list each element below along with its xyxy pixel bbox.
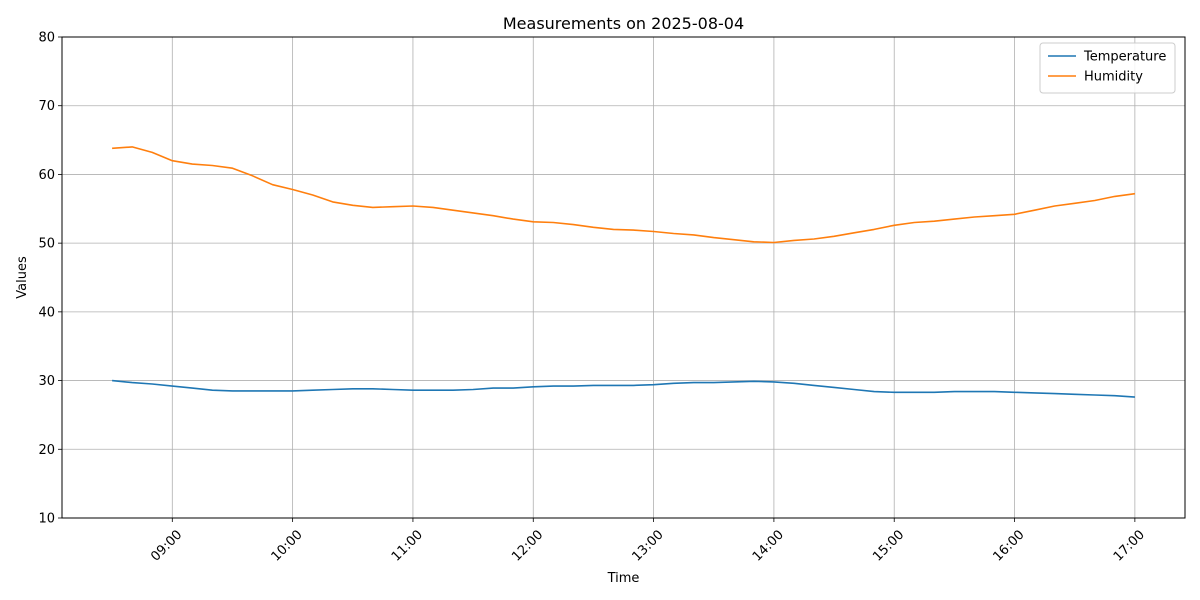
chart-title: Measurements on 2025-08-04 — [503, 14, 744, 33]
series-line-temperature — [112, 379, 1135, 398]
y-axis-ticks: 10 20 30 40 50 60 70 80 — [38, 31, 62, 527]
legend: Temperature Humidity — [1039, 42, 1176, 94]
y-tick-label: 20 — [38, 443, 55, 458]
plot-area-frame — [61, 36, 1186, 519]
y-tick-label: 60 — [38, 168, 55, 183]
legend-label: Temperature — [1083, 50, 1166, 65]
series-line-humidity — [112, 146, 1136, 244]
y-tick-label: 40 — [38, 305, 55, 320]
y-tick-label: 70 — [38, 99, 55, 114]
y-tick-label: 80 — [38, 31, 55, 46]
x-axis-label: Time — [607, 571, 640, 586]
series-layer — [112, 146, 1136, 398]
legend-label: Humidity — [1084, 70, 1143, 85]
y-tick-label: 10 — [38, 512, 55, 527]
y-tick-label: 30 — [38, 374, 55, 389]
y-tick-label: 50 — [38, 237, 55, 252]
y-axis-label: Values — [15, 256, 30, 299]
